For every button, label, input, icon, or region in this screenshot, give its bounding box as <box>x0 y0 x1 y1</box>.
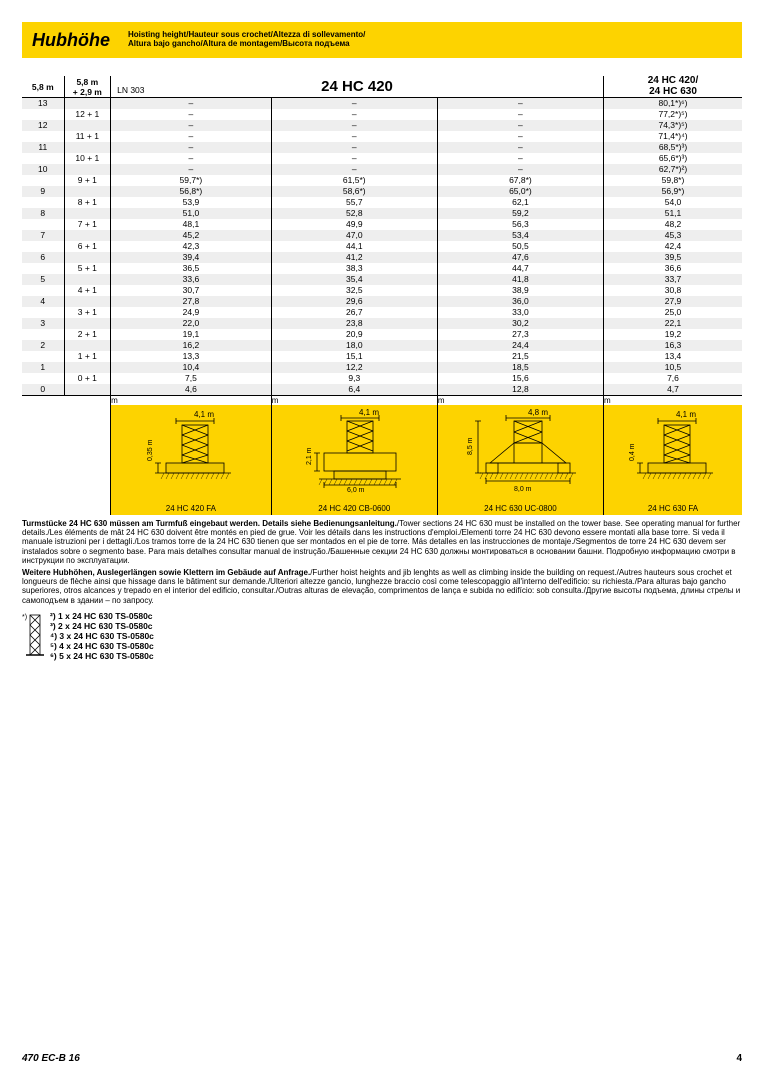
table-row: 2 + 119,120,927,319,2 <box>22 329 742 340</box>
svg-text:0,35 m: 0,35 m <box>147 439 154 461</box>
table-row: 12 + 1–––77,2*)⁵) <box>22 109 742 120</box>
page-title: Hubhöhe <box>32 30 110 51</box>
svg-text:4,1 m: 4,1 m <box>359 408 379 417</box>
diagram-row: 4,1 m 0,35 m 24 HC 420 FA 4,1 m <box>22 405 742 515</box>
col-header-1: 5,8 m <box>22 76 64 98</box>
table-row: 3 + 124,926,733,025,0 <box>22 307 742 318</box>
table-row: 11 + 1–––71,4*)⁴) <box>22 131 742 142</box>
table-row: 639,441,247,639,5 <box>22 252 742 263</box>
svg-text:8,0 m: 8,0 m <box>514 486 532 493</box>
table-row: 427,829,636,027,9 <box>22 296 742 307</box>
col-header-model-main: LN 303 24 HC 420 <box>111 76 604 98</box>
table-row: 851,052,859,251,1 <box>22 208 742 219</box>
col-header-model-right: 24 HC 420/ 24 HC 630 <box>603 76 742 98</box>
tower-icon: *) <box>22 611 50 662</box>
page-subtitle: Hoisting height/Hauteur sous crochet/Alt… <box>128 31 365 49</box>
table-row: 322,023,830,222,1 <box>22 318 742 329</box>
table-row: 10–––62,7*)²) <box>22 164 742 175</box>
table-row: 533,635,441,833,7 <box>22 274 742 285</box>
col-header-2: 5,8 m + 2,9 m <box>64 76 111 98</box>
table-row: 9 + 159,7*)61,5*)67,8*)59,8*) <box>22 175 742 186</box>
hoist-height-table: 5,8 m 5,8 m + 2,9 m LN 303 24 HC 420 24 … <box>22 76 742 515</box>
table-row: 4 + 130,732,538,930,8 <box>22 285 742 296</box>
table-row: 13–––80,1*)⁶) <box>22 98 742 110</box>
svg-text:0,4 m: 0,4 m <box>629 443 636 461</box>
footnote-block: *) ²) 1 x 24 HC 630 TS-0580c³) 2 x 24 HC… <box>22 611 742 662</box>
notes-paragraph-2: Weitere Hubhöhen, Auslegerlängen sowie K… <box>22 568 742 605</box>
footnote-list: ²) 1 x 24 HC 630 TS-0580c³) 2 x 24 HC 63… <box>50 611 154 662</box>
table-row: 745,247,053,445,3 <box>22 230 742 241</box>
notes-paragraph-1: Turmstücke 24 HC 630 müssen am Turmfuß e… <box>22 519 742 565</box>
footer-model: 470 EC-B 16 <box>22 1053 80 1064</box>
table-row: 11–––68,5*)³) <box>22 142 742 153</box>
svg-text:*): *) <box>22 614 27 621</box>
table-row: 10 + 1–––65,6*)³) <box>22 153 742 164</box>
header-bar: Hubhöhe Hoisting height/Hauteur sous cro… <box>22 22 742 58</box>
svg-text:8,5 m: 8,5 m <box>467 437 474 455</box>
unit-row: m m m m <box>22 396 742 406</box>
table-row: 12–––74,3*)⁵) <box>22 120 742 131</box>
svg-text:2,1 m: 2,1 m <box>306 447 313 465</box>
table-row: 110,412,218,510,5 <box>22 362 742 373</box>
table-row: 5 + 136,538,344,736,6 <box>22 263 742 274</box>
table-row: 1 + 113,315,121,513,4 <box>22 351 742 362</box>
table-row: 6 + 142,344,150,542,4 <box>22 241 742 252</box>
svg-text:4,8 m: 4,8 m <box>528 408 548 417</box>
svg-text:6,0 m: 6,0 m <box>347 487 365 494</box>
page-number: 4 <box>736 1053 742 1064</box>
svg-text:4,1 m: 4,1 m <box>676 410 696 419</box>
table-row: 956,8*)58,6*)65,0*)56,9*) <box>22 186 742 197</box>
table-row: 216,218,024,416,3 <box>22 340 742 351</box>
page-footer: 470 EC-B 16 4 <box>22 1053 742 1064</box>
svg-text:4,1 m: 4,1 m <box>194 410 214 419</box>
table-row: 0 + 17,59,315,67,6 <box>22 373 742 384</box>
table-row: 8 + 153,955,762,154,0 <box>22 197 742 208</box>
table-row: 04,66,412,84,7 <box>22 384 742 396</box>
table-row: 7 + 148,149,956,348,2 <box>22 219 742 230</box>
